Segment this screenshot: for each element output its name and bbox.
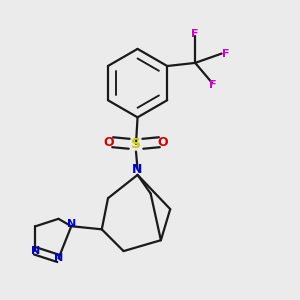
- Text: F: F: [191, 29, 199, 39]
- Text: F: F: [208, 80, 216, 90]
- Text: F: F: [222, 49, 229, 58]
- Text: N: N: [132, 163, 143, 176]
- Text: O: O: [158, 136, 168, 149]
- Text: N: N: [31, 246, 40, 256]
- Text: N: N: [67, 219, 76, 229]
- Text: O: O: [103, 136, 114, 149]
- Text: N: N: [54, 254, 63, 263]
- Text: S: S: [131, 137, 141, 151]
